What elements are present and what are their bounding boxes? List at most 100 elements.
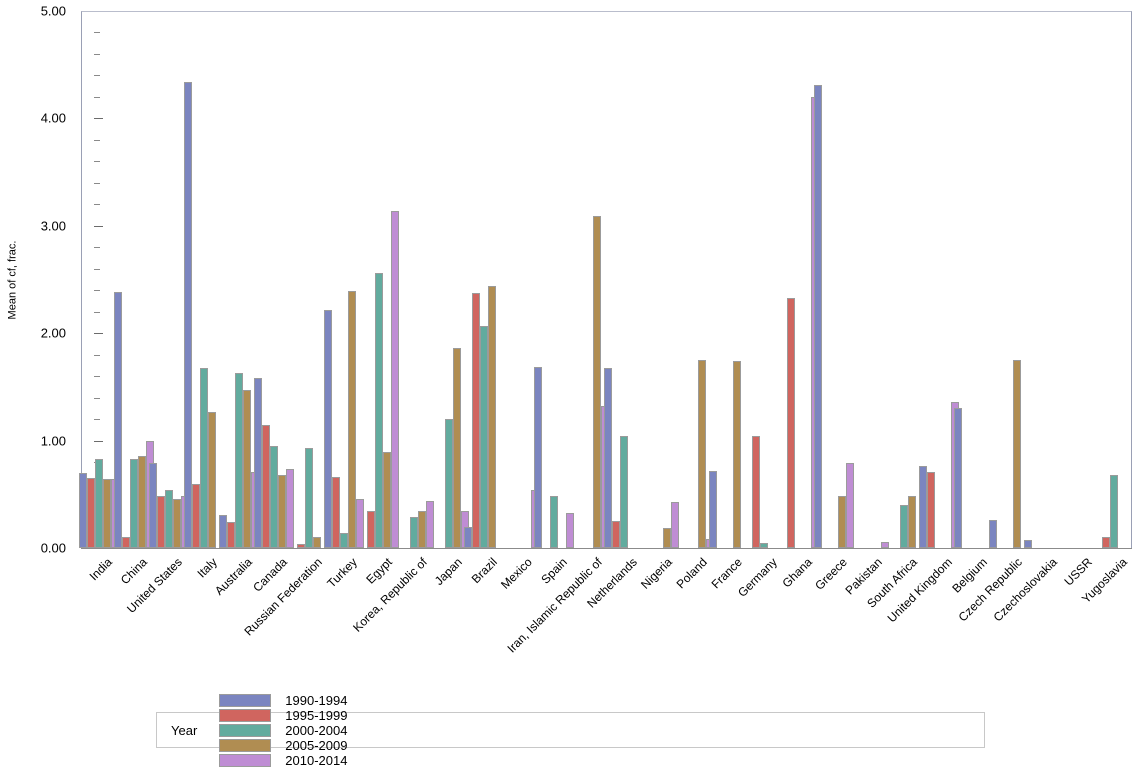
bar[interactable] bbox=[121, 537, 130, 548]
bar[interactable] bbox=[296, 543, 305, 548]
legend-swatch bbox=[219, 738, 272, 752]
bar[interactable] bbox=[94, 458, 103, 548]
legend-entry[interactable]: 1995-1999 bbox=[219, 708, 347, 723]
bar-group bbox=[779, 11, 820, 548]
bar[interactable] bbox=[277, 474, 286, 548]
bar[interactable] bbox=[698, 360, 707, 548]
bar[interactable] bbox=[261, 424, 270, 548]
bar[interactable] bbox=[86, 478, 95, 548]
bar[interactable] bbox=[733, 361, 742, 548]
y-axis-tick-label: 2.00 bbox=[40, 325, 66, 341]
bar[interactable] bbox=[78, 472, 87, 548]
bar[interactable] bbox=[374, 273, 383, 548]
bar[interactable] bbox=[172, 498, 181, 548]
bar[interactable] bbox=[927, 471, 936, 548]
bar[interactable] bbox=[183, 81, 192, 548]
bar[interactable] bbox=[409, 516, 418, 548]
bar[interactable] bbox=[156, 496, 165, 548]
bar[interactable] bbox=[425, 500, 434, 548]
bar[interactable] bbox=[444, 419, 453, 548]
bar[interactable] bbox=[760, 542, 769, 548]
bar[interactable] bbox=[479, 325, 488, 548]
y-axis-minor-tick bbox=[94, 75, 100, 77]
legend-entry[interactable]: 2010-2014 bbox=[219, 753, 347, 768]
bar[interactable] bbox=[919, 466, 928, 548]
bar[interactable] bbox=[846, 463, 855, 548]
bar[interactable] bbox=[604, 367, 613, 548]
y-axis-minor-tick bbox=[94, 419, 100, 421]
bar[interactable] bbox=[207, 411, 216, 548]
legend-entry[interactable]: 2005-2009 bbox=[219, 738, 347, 753]
bar[interactable] bbox=[218, 514, 227, 548]
bar[interactable] bbox=[592, 216, 601, 548]
bar[interactable] bbox=[148, 463, 157, 548]
bar-group bbox=[709, 11, 749, 548]
bar[interactable] bbox=[752, 436, 761, 548]
bar-group bbox=[394, 11, 434, 548]
bar[interactable] bbox=[1024, 540, 1033, 548]
bar[interactable] bbox=[671, 501, 680, 548]
bar[interactable] bbox=[347, 291, 356, 548]
bar[interactable] bbox=[908, 496, 917, 548]
bar[interactable] bbox=[390, 210, 399, 548]
bar[interactable] bbox=[226, 522, 235, 548]
bar[interactable] bbox=[355, 498, 364, 548]
bar[interactable] bbox=[709, 470, 718, 548]
bar[interactable] bbox=[312, 537, 321, 548]
bar[interactable] bbox=[1013, 360, 1022, 548]
bar[interactable] bbox=[113, 292, 122, 548]
bar[interactable] bbox=[1102, 537, 1111, 548]
y-axis-tick-label: 0.00 bbox=[40, 540, 66, 556]
bar[interactable] bbox=[838, 496, 847, 548]
bar[interactable] bbox=[900, 505, 909, 548]
bar[interactable] bbox=[549, 496, 558, 548]
bar-group bbox=[989, 11, 1029, 548]
bar[interactable] bbox=[1110, 474, 1119, 548]
bar[interactable] bbox=[269, 445, 278, 548]
bar[interactable] bbox=[452, 348, 461, 548]
bar[interactable] bbox=[417, 511, 426, 548]
x-axis-tick-label: Czechoslovakia bbox=[990, 555, 1061, 625]
y-axis-minor-tick bbox=[94, 354, 100, 356]
bar[interactable] bbox=[339, 532, 348, 548]
bar-group bbox=[253, 11, 294, 548]
bar[interactable] bbox=[787, 297, 796, 548]
bar-group bbox=[814, 11, 855, 548]
bar-group bbox=[919, 11, 960, 548]
bar[interactable] bbox=[323, 309, 332, 548]
y-axis-minor-tick bbox=[94, 139, 100, 141]
bar[interactable] bbox=[285, 468, 294, 548]
bar[interactable] bbox=[199, 367, 208, 548]
bar[interactable] bbox=[814, 85, 823, 548]
bar[interactable] bbox=[129, 458, 138, 548]
bar[interactable] bbox=[242, 390, 251, 548]
bar-group bbox=[1059, 11, 1099, 548]
bar[interactable] bbox=[565, 512, 574, 548]
bar[interactable] bbox=[102, 479, 111, 548]
bar[interactable] bbox=[663, 527, 672, 548]
bar[interactable] bbox=[612, 521, 621, 548]
bar[interactable] bbox=[331, 477, 340, 548]
bar[interactable] bbox=[137, 455, 146, 548]
y-axis-tick-mark bbox=[94, 440, 103, 442]
legend-entry[interactable]: 2000-2004 bbox=[219, 723, 347, 738]
bar[interactable] bbox=[366, 511, 375, 548]
bar[interactable] bbox=[304, 448, 313, 548]
bar[interactable] bbox=[620, 436, 629, 548]
bar[interactable] bbox=[164, 490, 173, 548]
bar[interactable] bbox=[382, 452, 391, 548]
bar[interactable] bbox=[487, 285, 496, 548]
bar[interactable] bbox=[471, 293, 480, 548]
bar[interactable] bbox=[191, 483, 200, 548]
bar[interactable] bbox=[253, 378, 262, 548]
legend-label: 2000-2004 bbox=[285, 722, 348, 738]
bar[interactable] bbox=[989, 520, 998, 548]
legend-entry[interactable]: 1990-1994 bbox=[219, 693, 347, 708]
bar[interactable] bbox=[463, 526, 472, 548]
bar[interactable] bbox=[234, 372, 243, 548]
bar[interactable] bbox=[954, 408, 963, 548]
bar[interactable] bbox=[533, 366, 542, 548]
legend-entries: 1990-1994 1995-1999 2000-2004 2005-2009 2010… bbox=[219, 693, 377, 768]
bar-group bbox=[323, 11, 364, 548]
bar[interactable] bbox=[881, 541, 890, 548]
